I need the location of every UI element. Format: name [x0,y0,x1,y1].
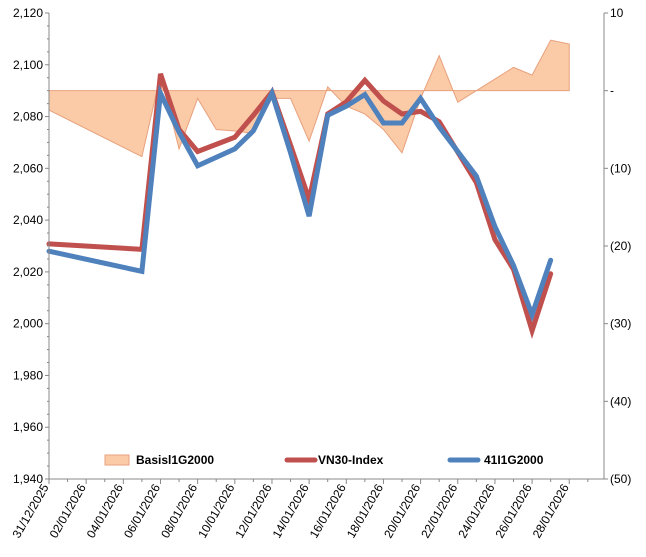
y-left-tick-label: 2,120 [13,6,43,20]
x-tick-label: 04/01/2026 [84,481,126,540]
x-tick-label: 10/01/2026 [195,481,237,540]
y-right-tick-label: (30) [610,317,631,331]
y-right-tick-label: 10 [610,6,624,20]
plot-area [46,39,570,339]
x-tick-label: 31/12/2025 [9,481,51,540]
basis-area-layer [48,39,570,158]
y-left-tick-label: 1,980 [13,368,43,382]
y-left-tick-label: 1,940 [13,472,43,486]
x-tick-label: 08/01/2026 [158,481,200,540]
series-line-vn30-index [46,73,554,339]
y-right-tick-label: (10) [610,161,631,175]
legend-label-basis: Basisl1G2000 [136,453,214,467]
x-tick-label: 22/01/2026 [418,481,460,540]
y-left-tick-label: 2,000 [13,317,43,331]
legend-label-41i1g2000: 41I1G2000 [484,453,544,467]
y-right-tick-label: (40) [610,394,631,408]
y-left-tick-label: 2,040 [13,213,43,227]
legend-swatch-basis [104,454,130,466]
y-left-tick-label: 1,960 [13,420,43,434]
x-tick-label: 12/01/2026 [232,481,274,540]
series-line-41i1g2000 [46,84,554,322]
x-tick-label: 06/01/2026 [121,481,163,540]
index-line-layer [46,73,554,339]
x-tick-label: 14/01/2026 [270,481,312,540]
x-tick-label: 16/01/2026 [307,481,349,540]
x-tick-label: 20/01/2026 [381,481,423,540]
y-left-tick-label: 2,100 [13,58,43,72]
legend: Basisl1G2000 VN30-Index 41I1G2000 [104,453,544,467]
area-basisl1g2000 [48,39,570,158]
legend-label-vn30: VN30-Index [318,453,384,467]
y-left-tick-label: 2,080 [13,110,43,124]
x-tick-label: 18/01/2026 [344,481,386,540]
y-left-tick-label: 2,060 [13,161,43,175]
y-left-tick-label: 2,020 [13,265,43,279]
x-tick-label: 24/01/2026 [455,481,497,540]
x-tick-label: 02/01/2026 [47,481,89,540]
y-right-tick-label: - [610,84,614,98]
y-right-tick-label: (20) [610,239,631,253]
x-tick-label: 26/01/2026 [493,481,535,540]
y-right-tick-label: (50) [610,472,631,486]
x-tick-label: 28/01/2026 [530,481,572,540]
